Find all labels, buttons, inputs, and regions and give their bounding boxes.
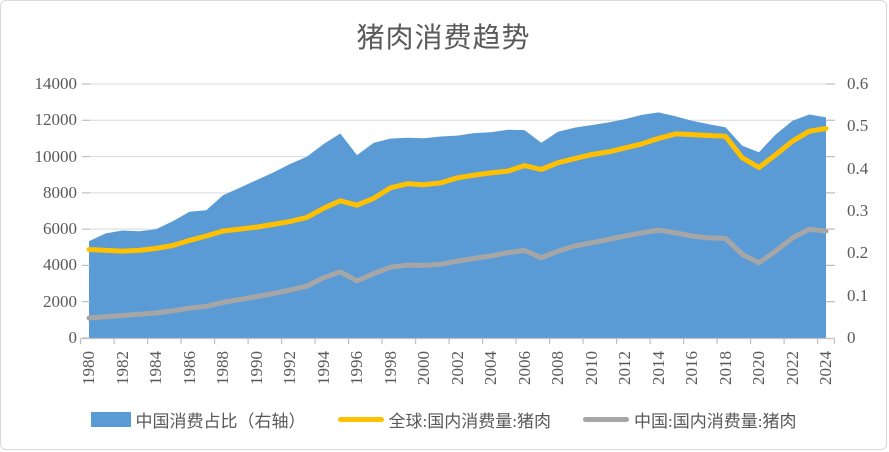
right-axis-tick-label: 0.6	[847, 74, 869, 93]
x-axis-tick-label: 1998	[380, 351, 400, 385]
right-axis-tick-label: 0.2	[847, 243, 869, 263]
legend-item-china-share[interactable]: 中国消费占比（右轴）	[90, 407, 306, 432]
left-axis-tick-label: 12000	[34, 110, 78, 130]
x-axis-tick-label: 2006	[514, 351, 534, 385]
legend: 中国消费占比（右轴） 全球:国内消费量:猪肉 中国:国内消费量:猪肉	[1, 407, 886, 432]
left-axis-tick-label: 0	[68, 328, 78, 347]
legend-label: 中国:国内消费量:猪肉	[634, 412, 797, 431]
x-axis-tick-label: 2010	[581, 351, 601, 385]
x-axis-tick-label: 1988	[213, 351, 232, 385]
x-axis-tick-label: 1984	[146, 351, 165, 385]
legend-label: 中国消费占比（右轴）	[135, 412, 306, 431]
left-axis-tick-label: 14000	[34, 74, 78, 93]
x-axis-tick-label: 1990	[246, 351, 266, 385]
x-axis-tick-label: 1992	[280, 351, 299, 385]
series-line-china-consumption[interactable]	[86, 226, 829, 321]
x-axis-tick-label: 2014	[648, 351, 668, 385]
legend-item-china-consumption[interactable]: 中国:国内消费量:猪肉	[583, 407, 796, 432]
left-axis-tick-label: 10000	[34, 146, 78, 166]
legend-item-global-consumption[interactable]: 全球:国内消费量:猪肉	[337, 407, 551, 432]
x-axis-tick-label: 2002	[447, 351, 467, 385]
legend-area-swatch	[90, 412, 131, 427]
x-axis-tick-label: 1980	[79, 351, 98, 385]
right-axis-tick-label: 0.4	[847, 158, 869, 178]
x-axis-tick-label: 2008	[548, 351, 567, 385]
legend-line-swatch-yellow	[337, 417, 384, 422]
x-axis-tick-label: 2012	[615, 351, 634, 385]
series-area-china-share[interactable]	[89, 112, 826, 339]
legend-label: 全球:国内消费量:猪肉	[388, 412, 551, 431]
series-line-global-consumption[interactable]	[86, 126, 829, 254]
x-axis-tick-label: 2022	[782, 351, 802, 385]
legend-line-swatch-gray	[583, 417, 629, 422]
x-axis-tick-label: 2020	[749, 351, 768, 385]
right-axis-tick-label: 0.1	[847, 285, 869, 305]
chart-title: 猪肉消费趋势	[356, 23, 531, 54]
left-axis-tick-label: 4000	[43, 255, 77, 275]
x-axis-tick-label: 1982	[112, 351, 132, 385]
x-axis-tick-label: 2000	[414, 351, 433, 385]
left-axis-tick-label: 8000	[43, 182, 77, 202]
x-axis-tick-label: 1996	[347, 351, 366, 385]
x-axis-tick-label: 2024	[816, 351, 835, 385]
right-axis-tick-label: 0	[847, 328, 856, 347]
x-axis-tick-label: 2016	[682, 351, 701, 385]
right-axis-tick-label: 0.5	[847, 116, 869, 136]
left-axis-tick-label: 2000	[43, 291, 77, 311]
x-axis-tick-label: 2004	[481, 351, 500, 385]
x-axis-tick-label: 1986	[179, 351, 199, 385]
x-axis-tick-label: 2018	[715, 351, 735, 385]
x-axis-tick-label: 1994	[313, 351, 333, 385]
right-axis-tick-label: 0.3	[847, 201, 869, 220]
left-axis-tick-label: 6000	[43, 219, 77, 239]
